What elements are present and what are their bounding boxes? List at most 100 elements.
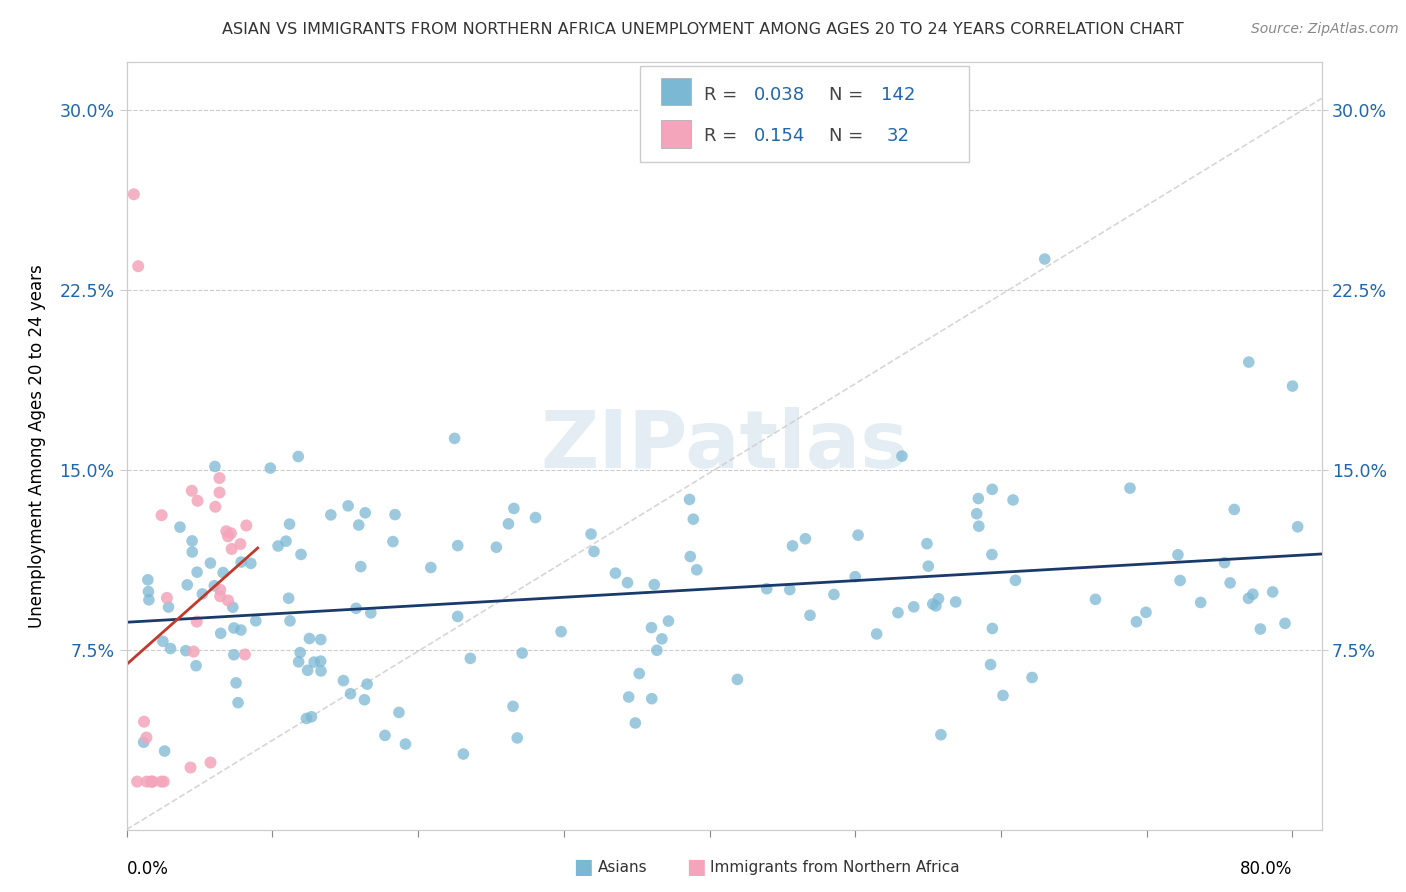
FancyBboxPatch shape <box>640 66 969 162</box>
Point <box>485 540 508 554</box>
Point <box>356 677 378 691</box>
Point <box>344 601 367 615</box>
Point <box>309 664 332 678</box>
Point <box>443 431 465 445</box>
Point <box>354 506 377 520</box>
Point <box>799 608 821 623</box>
Point <box>186 493 208 508</box>
Point <box>1286 520 1309 534</box>
Point <box>229 623 252 637</box>
Point <box>967 491 990 506</box>
Point <box>1237 591 1260 606</box>
Point <box>645 643 668 657</box>
Point <box>446 609 468 624</box>
Point <box>180 483 202 498</box>
Point <box>309 654 332 668</box>
Point <box>287 655 309 669</box>
Point <box>651 632 673 646</box>
Point <box>141 774 163 789</box>
Point <box>657 614 679 628</box>
Point <box>353 692 375 706</box>
Point <box>217 529 239 543</box>
Point <box>288 646 311 660</box>
Point <box>152 774 174 789</box>
Point <box>1213 556 1236 570</box>
Point <box>506 731 529 745</box>
Point <box>1189 595 1212 609</box>
Point <box>927 591 949 606</box>
Point <box>278 517 301 532</box>
Point <box>138 584 160 599</box>
Point <box>502 699 524 714</box>
Point <box>229 537 252 551</box>
Point <box>616 575 638 590</box>
Text: 0.154: 0.154 <box>754 128 806 145</box>
Point <box>350 559 373 574</box>
Y-axis label: Unemployment Among Ages 20 to 24 years: Unemployment Among Ages 20 to 24 years <box>28 264 46 628</box>
Point <box>1119 481 1142 495</box>
Point <box>1168 574 1191 588</box>
Point <box>217 593 239 607</box>
Point <box>967 519 990 533</box>
Point <box>337 499 360 513</box>
Point <box>222 600 245 615</box>
Point <box>1281 379 1303 393</box>
Point <box>183 644 205 658</box>
Point <box>153 744 176 758</box>
Point <box>181 533 204 548</box>
Point <box>419 560 441 574</box>
Text: 142: 142 <box>880 86 915 103</box>
Point <box>1135 605 1157 619</box>
Point <box>640 621 662 635</box>
Point <box>628 666 651 681</box>
Point <box>226 696 249 710</box>
Point <box>1261 585 1284 599</box>
FancyBboxPatch shape <box>661 120 690 148</box>
Point <box>222 621 245 635</box>
Point <box>1002 492 1025 507</box>
Point <box>682 512 704 526</box>
Point <box>1004 574 1026 588</box>
Point <box>159 641 181 656</box>
Point <box>278 614 301 628</box>
Point <box>180 760 202 774</box>
Point <box>209 589 232 603</box>
Point <box>981 622 1004 636</box>
Point <box>139 774 162 789</box>
Point <box>641 691 664 706</box>
Point <box>267 539 290 553</box>
Text: ASIAN VS IMMIGRANTS FROM NORTHERN AFRICA UNEMPLOYMENT AMONG AGES 20 TO 24 YEARS : ASIAN VS IMMIGRANTS FROM NORTHERN AFRICA… <box>222 22 1184 37</box>
Point <box>502 501 524 516</box>
Point <box>176 578 198 592</box>
Point <box>181 545 204 559</box>
Point <box>966 507 988 521</box>
Point <box>239 557 262 571</box>
Point <box>339 687 361 701</box>
Point <box>209 582 232 597</box>
Point <box>980 548 1002 562</box>
Point <box>779 582 801 597</box>
Point <box>1125 615 1147 629</box>
Point <box>152 634 174 648</box>
Point <box>274 534 297 549</box>
Point <box>332 673 354 688</box>
Point <box>127 774 149 789</box>
Point <box>844 569 866 583</box>
Point <box>1237 355 1260 369</box>
Point <box>277 591 299 606</box>
Point <box>1167 548 1189 562</box>
Point <box>302 655 325 669</box>
Point <box>921 597 943 611</box>
Point <box>794 532 817 546</box>
Point <box>215 524 238 539</box>
Text: N =: N = <box>830 86 869 103</box>
Point <box>624 715 647 730</box>
FancyBboxPatch shape <box>661 78 690 105</box>
Point <box>297 663 319 677</box>
Point <box>127 259 149 273</box>
Point <box>200 756 222 770</box>
Point <box>945 595 967 609</box>
Point <box>384 508 406 522</box>
Point <box>221 541 243 556</box>
Point <box>259 461 281 475</box>
